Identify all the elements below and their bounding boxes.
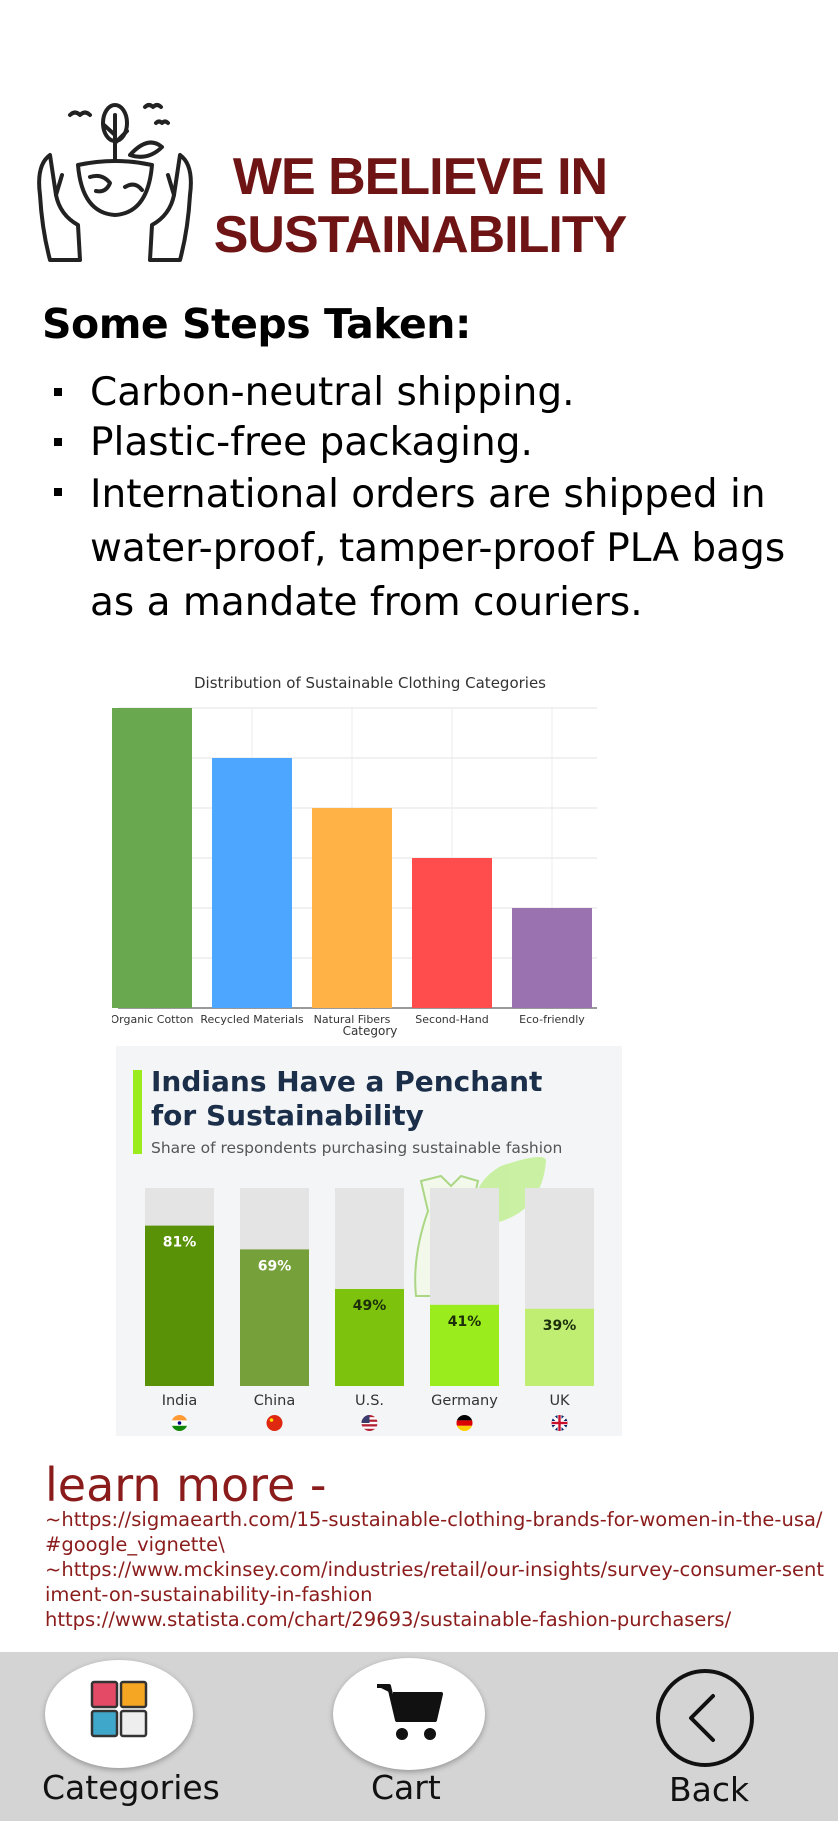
- source-link-statista[interactable]: https://www.statista.com/chart/29693/sus…: [45, 1608, 732, 1631]
- bullet-icon: [54, 488, 62, 496]
- back-label: Back: [669, 1770, 750, 1809]
- bar: [112, 708, 192, 1008]
- list-item: Carbon-neutral shipping.: [50, 368, 810, 418]
- back-button[interactable]: Back: [640, 1652, 790, 1821]
- infographic-bars: [145, 1188, 594, 1386]
- value-label: 41%: [448, 1314, 482, 1330]
- infographic-title-line2: for Sustainability: [151, 1099, 424, 1132]
- bar: [512, 908, 592, 1008]
- bullet-icon: [54, 388, 62, 396]
- cart-icon: [377, 1684, 443, 1740]
- steps-list: Carbon-neutral shipping. Plastic-free pa…: [50, 368, 810, 630]
- tick-label: Natural Fibers: [314, 1013, 391, 1026]
- category-label: India: [162, 1393, 198, 1409]
- germany-flag-icon: [456, 1415, 473, 1431]
- value-label: 49%: [353, 1298, 387, 1314]
- value-label: 39%: [543, 1318, 577, 1334]
- bar: [145, 1225, 214, 1386]
- cart-label: Cart: [371, 1768, 441, 1807]
- page-title-line1: WE BELIEVE IN: [232, 148, 608, 206]
- bottom-nav: Categories Cart Back: [0, 1652, 838, 1821]
- value-label: 81%: [163, 1235, 197, 1251]
- infographic-svg: Indians Have a Penchant for Sustainabili…: [133, 1065, 594, 1431]
- chart-svg: Distribution of Sustainable Clothing Cat…: [112, 674, 597, 1038]
- bullet-icon: [54, 438, 62, 446]
- uk-flag-icon: [551, 1415, 568, 1431]
- china-flag-icon: [266, 1415, 283, 1431]
- bar: [212, 758, 292, 1008]
- infographic-subtitle: Share of respondents purchasing sustaina…: [151, 1139, 562, 1157]
- india-flag-icon: [171, 1415, 188, 1431]
- infographic-labels: 81% India 69% China 49% U.S. 41% Germany 39% UK: [162, 1235, 577, 1409]
- learn-more-title: learn more -: [45, 1458, 327, 1512]
- categories-label: Categories: [42, 1768, 220, 1807]
- step-text: Plastic-free packaging.: [90, 420, 533, 465]
- list-item: International orders are shipped in wate…: [50, 468, 810, 630]
- bar: [312, 808, 392, 1008]
- tick-label: Organic Cotton: [112, 1013, 194, 1026]
- cart-button[interactable]: Cart: [325, 1652, 495, 1821]
- steps-heading: Some Steps Taken:: [42, 300, 471, 348]
- chart-tick-labels: Organic Cotton Recycled Materials Natural …: [112, 1013, 585, 1026]
- chart-bars: [112, 708, 592, 1008]
- source-link-mckinsey[interactable]: ~https://www.mckinsey.com/industries/ret…: [45, 1558, 825, 1606]
- category-label: China: [254, 1393, 295, 1409]
- categories-button[interactable]: Categories: [30, 1652, 230, 1821]
- infographic-flags: [171, 1415, 568, 1431]
- categories-grid-icon: [90, 1680, 148, 1738]
- chevron-left-icon: [656, 1669, 754, 1767]
- bar: [335, 1288, 404, 1386]
- bar: [525, 1308, 594, 1386]
- bar: [412, 858, 492, 1008]
- page-title: WE BELIEVE IN SUSTAINABILITY: [190, 148, 650, 264]
- category-label: UK: [549, 1393, 570, 1409]
- accent-bar: [133, 1070, 142, 1154]
- us-flag-icon: [361, 1415, 378, 1431]
- infographic-title-line1: Indians Have a Penchant: [151, 1065, 542, 1098]
- bar: [240, 1249, 309, 1386]
- hands-holding-earth-icon: [37, 103, 193, 262]
- step-text: Carbon-neutral shipping.: [90, 370, 575, 415]
- sustainable-categories-chart: Distribution of Sustainable Clothing Cat…: [112, 668, 597, 1043]
- chart-x-axis-label: Category: [343, 1024, 398, 1038]
- list-item: Plastic-free packaging.: [50, 418, 810, 468]
- tick-label: Second-Hand: [415, 1013, 488, 1026]
- page-title-line2: SUSTAINABILITY: [213, 206, 628, 264]
- category-label: U.S.: [355, 1393, 384, 1409]
- value-label: 69%: [258, 1258, 292, 1274]
- category-label: Germany: [431, 1393, 498, 1409]
- categories-button-bg: [45, 1660, 193, 1768]
- tick-label: Eco-friendly: [519, 1013, 585, 1026]
- sustainability-infographic: Indians Have a Penchant for Sustainabili…: [116, 1046, 622, 1436]
- source-links: ~https://sigmaearth.com/15-sustainable-c…: [45, 1507, 825, 1632]
- chart-title: Distribution of Sustainable Clothing Cat…: [194, 674, 546, 692]
- source-link-sigmaearth[interactable]: ~https://sigmaearth.com/15-sustainable-c…: [45, 1508, 823, 1556]
- sustainability-logo: [30, 95, 200, 265]
- step-text: International orders are shipped in wate…: [90, 472, 786, 625]
- tick-label: Recycled Materials: [200, 1013, 304, 1026]
- bar: [430, 1304, 499, 1386]
